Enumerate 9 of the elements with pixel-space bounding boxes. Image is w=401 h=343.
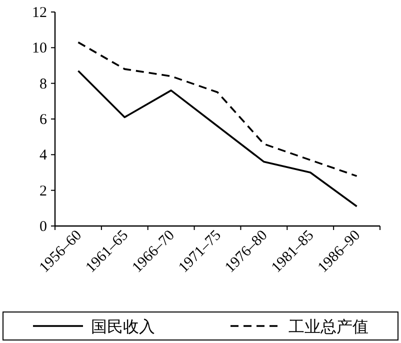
y-tick-label: 12	[32, 5, 47, 21]
y-tick-label: 4	[40, 148, 48, 164]
y-tick-label: 2	[40, 183, 47, 200]
legend-label: 国民收入	[91, 318, 155, 336]
y-tick-label: 0	[40, 219, 47, 235]
y-tick-label: 6	[40, 112, 48, 128]
y-tick-label: 10	[32, 40, 47, 57]
legend-label: 工业总产值	[288, 318, 368, 336]
y-tick-label: 8	[40, 76, 47, 92]
